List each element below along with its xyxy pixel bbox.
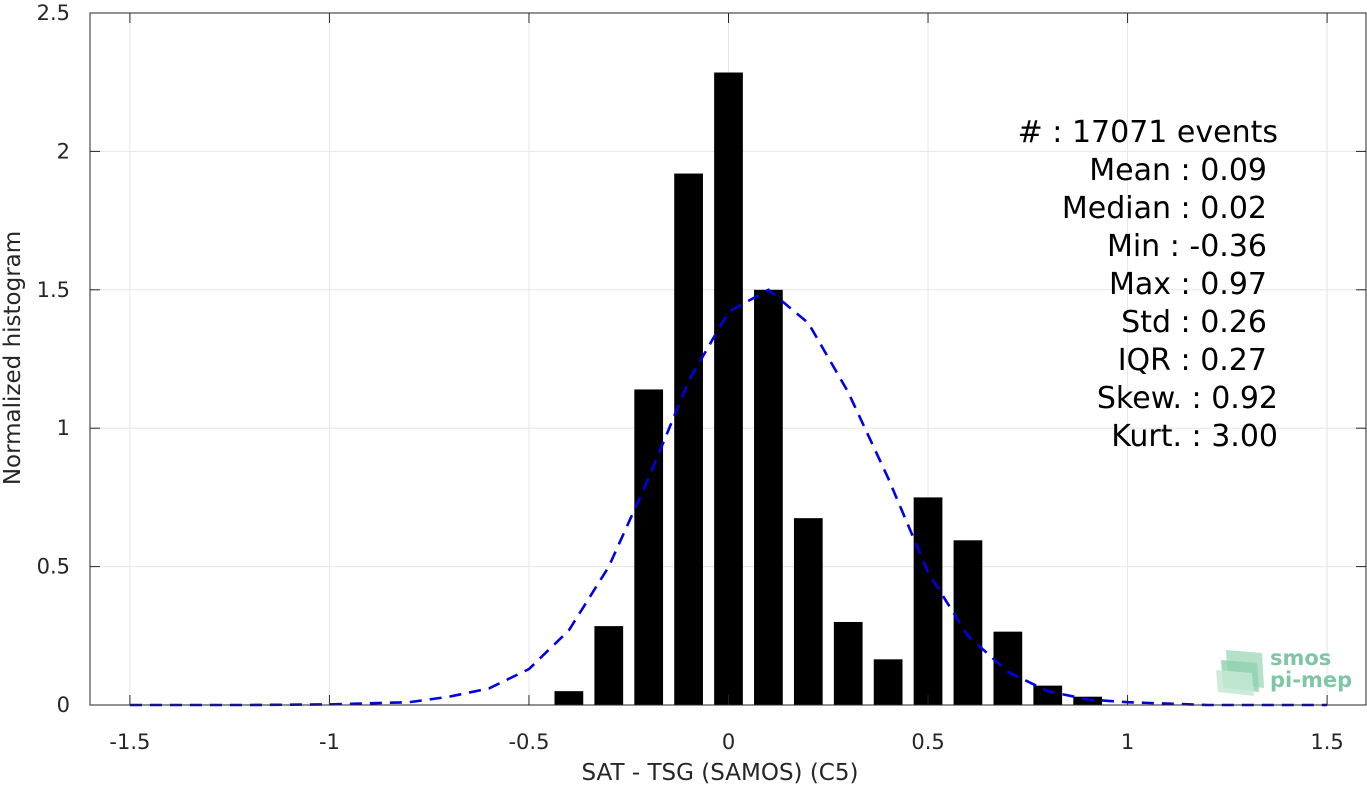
stat-line: # : 17071 events: [1018, 115, 1278, 150]
x-tick-label: 1.5: [1310, 730, 1343, 754]
x-tick-label: 1: [1121, 730, 1134, 754]
logo-icon: [1216, 650, 1264, 696]
smos-pi-mep-logo: smos pi-mep: [1216, 646, 1352, 696]
histogram-bar: [833, 621, 863, 705]
stat-line: Median : 0.02: [1062, 191, 1267, 226]
stat-line: IQR : 0.27: [1118, 343, 1267, 378]
x-axis-label: SAT - TSG (SAMOS) (C5): [582, 760, 859, 785]
histogram-bar: [953, 540, 983, 705]
y-tick-label: 1: [57, 416, 70, 440]
logo-text-line2: pi-mep: [1270, 668, 1352, 692]
x-tick-label: -1.5: [109, 730, 150, 754]
histogram-bar: [1073, 696, 1103, 705]
stat-line: Min : -0.36: [1107, 229, 1267, 264]
x-tick-label: 0: [722, 730, 735, 754]
bars: [554, 72, 1103, 705]
stat-line: Kurt. : 3.00: [1111, 419, 1278, 454]
x-tick-labels: -1.5 -1 -0.5 0 0.5 1 1.5: [109, 730, 1343, 754]
axis-ticks: [90, 12, 1366, 706]
stat-line: Skew. : 0.92: [1097, 381, 1278, 416]
logo-text-line1: smos: [1270, 646, 1331, 670]
y-tick-labels: 0 0.5 1 1.5 2 2.5: [37, 1, 70, 717]
x-tick-label: -0.5: [508, 730, 549, 754]
histogram-bar: [714, 72, 743, 705]
histogram-bar: [993, 631, 1023, 705]
stat-line: Std : 0.26: [1121, 305, 1267, 340]
y-tick-label: 1.5: [37, 278, 70, 302]
y-tick-label: 2.5: [37, 1, 70, 25]
histogram-bar: [754, 289, 783, 705]
x-tick-label: 0.5: [911, 730, 944, 754]
stat-line: Max : 0.97: [1109, 267, 1267, 302]
histogram-bar: [873, 659, 903, 705]
histogram-bar: [793, 518, 823, 705]
y-tick-label: 0: [57, 693, 70, 717]
histogram-bar: [1033, 685, 1063, 705]
y-axis-label: Normalized histogram: [0, 231, 26, 485]
x-tick-label: -1: [319, 730, 340, 754]
histogram-bar: [913, 497, 943, 705]
histogram-bar: [554, 691, 584, 705]
histogram-bar: [634, 389, 664, 705]
histogram-bar: [594, 626, 624, 705]
fit-curve: [129, 288, 1328, 707]
y-tick-label: 0.5: [37, 555, 70, 579]
stat-line: Mean : 0.09: [1089, 153, 1267, 188]
y-tick-label: 2: [57, 139, 70, 163]
histogram-bar: [674, 173, 703, 705]
